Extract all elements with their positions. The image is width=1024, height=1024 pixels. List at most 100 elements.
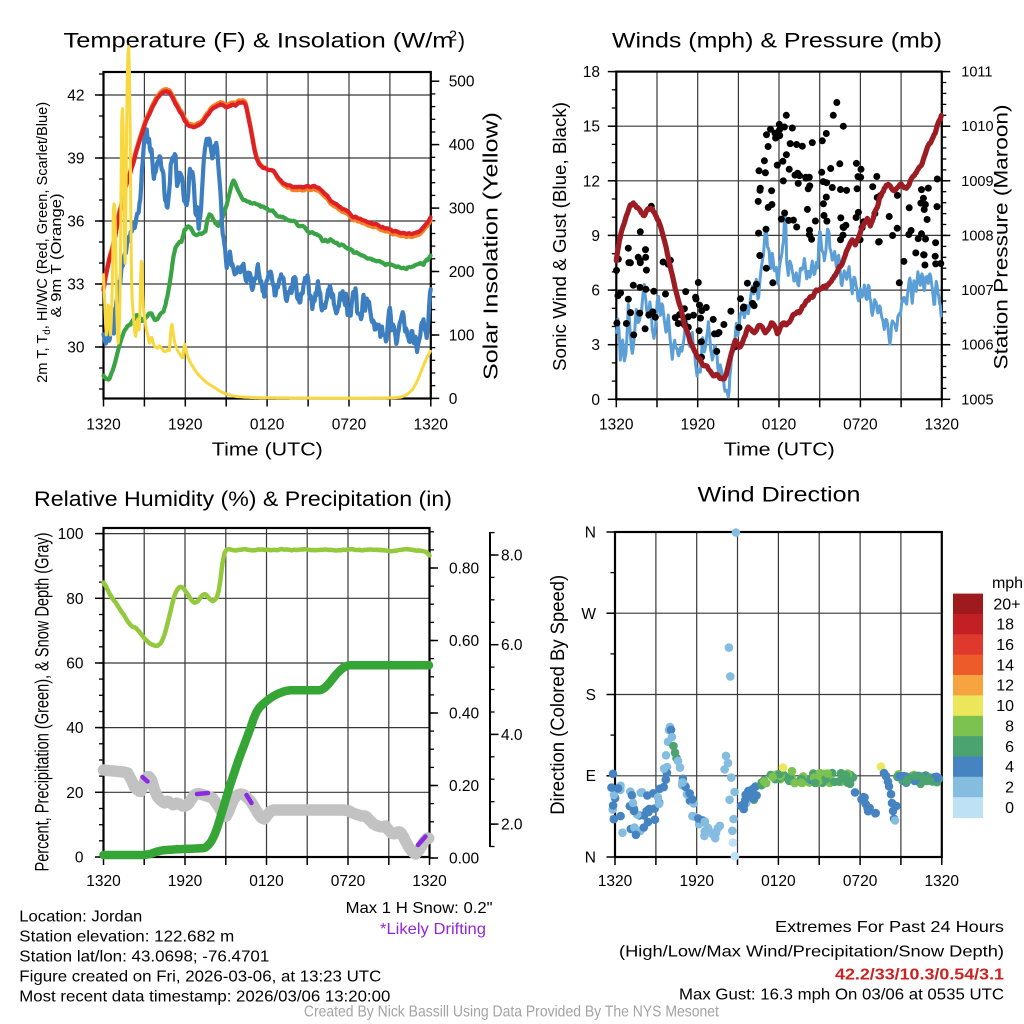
svg-text:): ) — [458, 30, 465, 53]
svg-text:2: 2 — [449, 29, 457, 45]
svg-text:18: 18 — [996, 617, 1014, 634]
svg-text:18: 18 — [583, 64, 600, 81]
svg-text:1320: 1320 — [925, 873, 960, 890]
svg-text:Most recent data timestamp: 20: Most recent data timestamp: 2026/03/06 1… — [19, 989, 390, 1006]
svg-text:& 9m T (Orange): & 9m T (Orange) — [48, 194, 65, 318]
svg-text:8: 8 — [1005, 718, 1014, 735]
svg-text:33: 33 — [67, 277, 84, 294]
svg-text:1006: 1006 — [961, 338, 993, 354]
svg-text:2.0: 2.0 — [501, 817, 523, 834]
svg-text:2: 2 — [1005, 780, 1014, 797]
svg-text:Max Gust: 16.3 mph On 03/06 at: Max Gust: 16.3 mph On 03/06 at 0535 UTC — [679, 987, 1004, 1004]
svg-text:500: 500 — [449, 74, 475, 91]
svg-text:Temperature (F) & Insolation (: Temperature (F) & Insolation (W/m — [64, 30, 454, 53]
svg-text:Relative Humidity (%) & Precip: Relative Humidity (%) & Precipitation (i… — [34, 488, 452, 511]
svg-text:Created By Nick Bassill Using: Created By Nick Bassill Using Data Provi… — [304, 1003, 719, 1020]
svg-text:*Likely Drifting: *Likely Drifting — [380, 921, 486, 938]
svg-text:1320: 1320 — [412, 873, 447, 890]
svg-text:14: 14 — [996, 657, 1014, 674]
svg-text:0: 0 — [75, 850, 84, 867]
svg-text:4: 4 — [1005, 759, 1014, 776]
svg-text:1920: 1920 — [680, 417, 715, 434]
svg-text:100: 100 — [58, 526, 84, 543]
svg-text:80: 80 — [66, 591, 84, 608]
svg-text:20: 20 — [66, 785, 84, 802]
svg-text:Station elevation: 122.682 m: Station elevation: 122.682 m — [19, 929, 234, 946]
svg-text:S: S — [586, 687, 596, 704]
svg-text:1320: 1320 — [86, 873, 121, 890]
svg-text:1320: 1320 — [925, 417, 960, 434]
svg-text:0120: 0120 — [762, 417, 797, 434]
svg-text:Wind Direction: Wind Direction — [698, 484, 861, 507]
svg-text:0120: 0120 — [761, 873, 796, 890]
svg-text:6.0: 6.0 — [501, 637, 523, 654]
svg-text:6: 6 — [591, 283, 600, 300]
svg-text:12: 12 — [583, 173, 600, 190]
svg-text:10: 10 — [996, 698, 1014, 715]
svg-text:1010: 1010 — [961, 119, 993, 135]
svg-text:1920: 1920 — [168, 417, 203, 434]
svg-text:0: 0 — [591, 392, 600, 409]
svg-text:N: N — [585, 850, 596, 867]
svg-text:Percent, Precipitation (Green): Percent, Precipitation (Green), & Snow D… — [33, 533, 54, 872]
svg-text:W: W — [581, 606, 596, 623]
svg-text:400: 400 — [449, 137, 475, 154]
svg-text:Direction (Colored By Speed): Direction (Colored By Speed) — [548, 575, 569, 815]
svg-text:2m T, Td, HI/WC (Red, Green, S: 2m T, Td, HI/WC (Red, Green, Scarlet/Blu… — [34, 102, 53, 383]
svg-text:Station Pressure (Maroon): Station Pressure (Maroon) — [992, 105, 1013, 370]
svg-text:100: 100 — [449, 328, 475, 345]
svg-text:1320: 1320 — [599, 417, 634, 434]
svg-text:1320: 1320 — [414, 417, 449, 434]
svg-text:0720: 0720 — [332, 417, 367, 434]
svg-text:1008: 1008 — [961, 228, 993, 244]
svg-text:1005: 1005 — [961, 392, 993, 408]
svg-text:30: 30 — [67, 340, 85, 357]
svg-text:39: 39 — [67, 151, 84, 168]
svg-text:1320: 1320 — [86, 417, 121, 434]
svg-text:1007: 1007 — [961, 283, 993, 299]
svg-text:0: 0 — [1005, 800, 1014, 817]
svg-text:0120: 0120 — [250, 417, 285, 434]
svg-text:E: E — [586, 768, 596, 785]
svg-text:Time (UTC): Time (UTC) — [212, 439, 323, 460]
svg-text:Winds (mph) & Pressure (mb): Winds (mph) & Pressure (mb) — [612, 30, 942, 53]
svg-text:1009: 1009 — [961, 174, 993, 190]
svg-text:Extremes For Past 24 Hours: Extremes For Past 24 Hours — [775, 919, 1004, 936]
svg-text:1920: 1920 — [168, 873, 203, 890]
svg-text:0720: 0720 — [843, 873, 878, 890]
svg-text:16: 16 — [996, 637, 1014, 654]
svg-text:15: 15 — [583, 119, 600, 136]
svg-text:40: 40 — [66, 720, 84, 737]
svg-text:Sonic Wind & Gust (Blue, Black: Sonic Wind & Gust (Blue, Black) — [549, 102, 570, 371]
svg-text:300: 300 — [449, 201, 475, 218]
svg-text:Time (UTC): Time (UTC) — [724, 439, 835, 460]
svg-text:20+: 20+ — [993, 596, 1020, 613]
svg-text:0720: 0720 — [331, 873, 366, 890]
svg-text:0.60: 0.60 — [449, 633, 480, 650]
svg-text:0.40: 0.40 — [449, 706, 480, 723]
svg-text:36: 36 — [67, 214, 84, 231]
svg-text:0.00: 0.00 — [449, 851, 480, 868]
svg-text:4.0: 4.0 — [501, 727, 523, 744]
svg-text:9: 9 — [591, 228, 600, 245]
svg-text:0120: 0120 — [249, 873, 284, 890]
svg-text:6: 6 — [1005, 739, 1014, 756]
svg-text:3: 3 — [591, 337, 600, 354]
svg-text:mph: mph — [992, 575, 1023, 592]
svg-text:Solar Insolation (Yellow): Solar Insolation (Yellow) — [480, 112, 503, 380]
svg-text:0720: 0720 — [843, 417, 878, 434]
svg-text:0.80: 0.80 — [449, 561, 480, 578]
svg-text:42.2/33/10.3/0.54/3.1: 42.2/33/10.3/0.54/3.1 — [835, 967, 1004, 984]
svg-text:0: 0 — [449, 391, 458, 408]
svg-text:1011: 1011 — [961, 65, 992, 81]
svg-text:N: N — [585, 525, 596, 542]
svg-text:42: 42 — [67, 88, 84, 105]
svg-text:Figure created on Fri, 2026-03: Figure created on Fri, 2026-03-06, at 13… — [19, 969, 381, 986]
svg-text:Station lat/lon: 43.0698; -76.: Station lat/lon: 43.0698; -76.4701 — [19, 949, 269, 966]
svg-text:12: 12 — [996, 678, 1014, 695]
svg-text:60: 60 — [66, 656, 84, 673]
svg-text:8.0: 8.0 — [501, 548, 523, 565]
svg-text:(High/Low/Max Wind/Precipitati: (High/Low/Max Wind/Precipitation/Snow De… — [619, 944, 1004, 961]
svg-text:Location: Jordan: Location: Jordan — [19, 909, 142, 926]
svg-text:0.20: 0.20 — [449, 778, 480, 795]
